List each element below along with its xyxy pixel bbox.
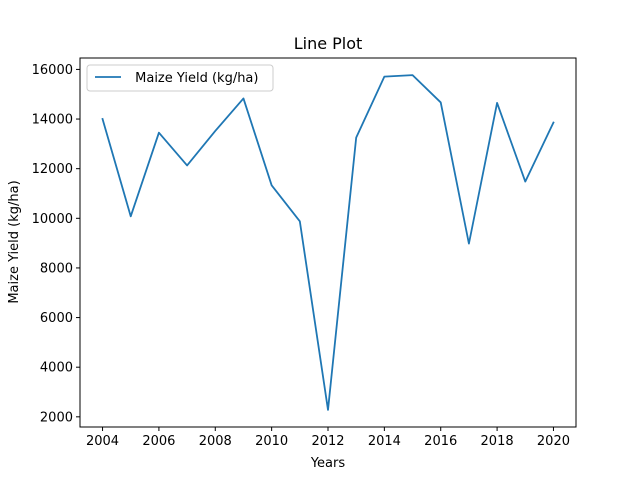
legend-box [86,64,274,92]
x-tick-label: 2018 [481,434,514,449]
series-layer [101,74,555,411]
y-tick-label: 12000 [32,162,73,177]
x-tick-label: 2014 [368,434,401,449]
y-tick-label: 6000 [40,311,73,326]
x-axis-title: Years [310,456,346,471]
x-tick-label: 2010 [255,434,288,449]
y-tick-label: 16000 [32,63,73,78]
x-tick-label: 2006 [142,434,175,449]
legend-label: Maize Yield (kg/ha) [131,71,258,86]
y-tick-label: 14000 [32,113,73,128]
x-tick-label: 2012 [311,434,344,449]
axis-ticks: 2004 2006 2008 2010 2012 2014 2016 2018 2020 2000… [32,63,570,449]
y-tick-label: 10000 [32,212,73,227]
y-axis-title: Maize Yield (kg/ha) [7,180,22,303]
series-line [101,74,555,411]
y-tick-label: 8000 [40,261,73,276]
plot-frame [79,57,577,428]
x-tick-label: 2020 [537,434,570,449]
y-tick-label: 4000 [40,361,73,376]
x-tick-label: 2004 [86,434,119,449]
legend: Maize Yield (kg/ha) [86,64,274,92]
y-tick-label: 2000 [40,410,73,425]
x-tick-label: 2008 [199,434,232,449]
chart-title: Line Plot [294,34,363,53]
x-tick-label: 2016 [424,434,457,449]
